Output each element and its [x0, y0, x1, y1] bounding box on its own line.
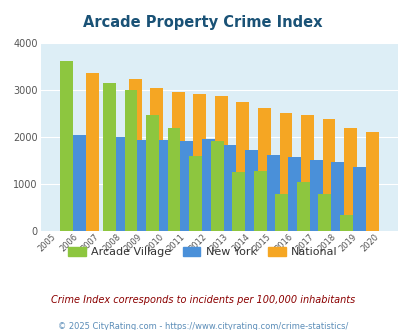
Bar: [296, 182, 309, 231]
Bar: [236, 102, 249, 231]
Bar: [167, 128, 180, 231]
Bar: [300, 115, 313, 231]
Bar: [364, 132, 377, 231]
Bar: [275, 194, 288, 231]
Bar: [223, 145, 236, 231]
Legend: Arcade Village, New York, National: Arcade Village, New York, National: [64, 242, 341, 262]
Bar: [309, 159, 322, 231]
Bar: [193, 94, 206, 231]
Text: Crime Index corresponds to incidents per 100,000 inhabitants: Crime Index corresponds to incidents per…: [51, 295, 354, 305]
Bar: [232, 172, 245, 231]
Bar: [150, 87, 163, 231]
Bar: [210, 141, 223, 231]
Bar: [322, 118, 335, 231]
Bar: [128, 79, 141, 231]
Bar: [245, 149, 257, 231]
Bar: [214, 96, 227, 231]
Bar: [339, 215, 352, 231]
Bar: [279, 113, 292, 231]
Bar: [180, 141, 193, 231]
Bar: [103, 83, 116, 231]
Bar: [253, 171, 266, 231]
Bar: [137, 140, 150, 231]
Bar: [352, 167, 364, 231]
Bar: [60, 61, 73, 231]
Bar: [330, 162, 343, 231]
Bar: [85, 73, 98, 231]
Bar: [171, 92, 184, 231]
Bar: [146, 115, 159, 231]
Bar: [73, 135, 85, 231]
Bar: [288, 157, 300, 231]
Bar: [266, 155, 279, 231]
Bar: [116, 137, 128, 231]
Text: Arcade Property Crime Index: Arcade Property Crime Index: [83, 15, 322, 30]
Bar: [159, 140, 171, 231]
Text: © 2025 CityRating.com - https://www.cityrating.com/crime-statistics/: © 2025 CityRating.com - https://www.city…: [58, 322, 347, 330]
Bar: [202, 139, 214, 231]
Bar: [257, 108, 270, 231]
Bar: [124, 90, 137, 231]
Bar: [318, 194, 330, 231]
Bar: [189, 156, 202, 231]
Bar: [343, 128, 356, 231]
